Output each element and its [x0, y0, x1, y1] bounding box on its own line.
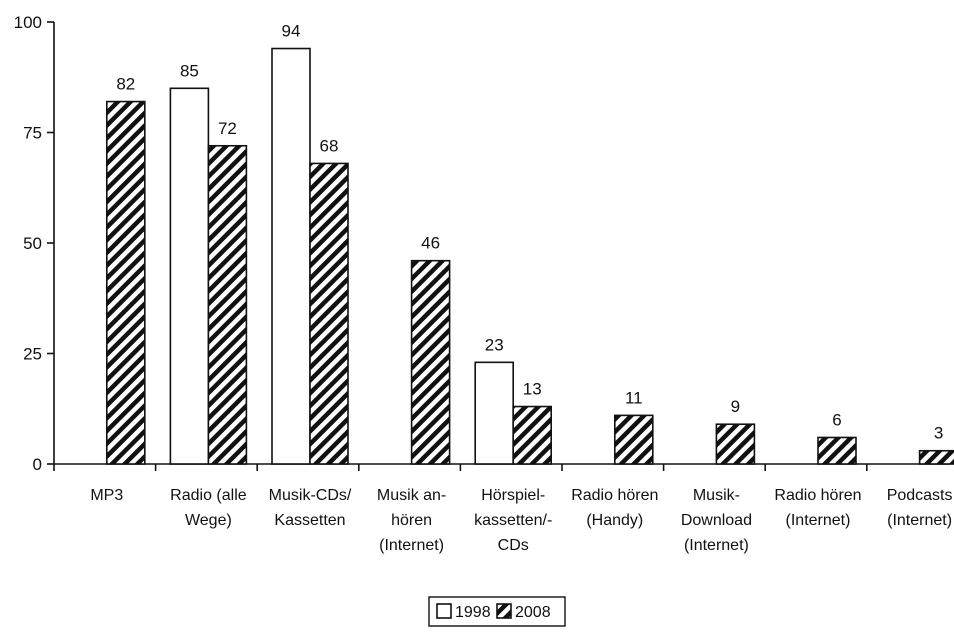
data-label-1998: 23 [485, 335, 504, 354]
data-label-2008: 9 [731, 397, 740, 416]
legend-swatch-1998 [436, 603, 452, 619]
bar-2008 [512, 405, 553, 465]
y-tick-label: 50 [23, 234, 42, 253]
x-category-label: Musik-Download (Internet) [681, 487, 752, 554]
data-label-1998: 85 [180, 61, 199, 80]
bar-1998 [474, 361, 515, 465]
x-category-label: Podcasts (Internet) [887, 487, 953, 529]
bar-1998 [169, 87, 210, 465]
category-labels: MP3 Radio (alle Wege) Musik-CDs/Kassetten Mu… [90, 487, 952, 554]
legend-label-2008: 2008 [515, 604, 551, 621]
y-axis: 0 25 50 75 100 [14, 13, 55, 474]
legend-label-1998: 1998 [455, 604, 491, 621]
legend-swatch-2008 [496, 603, 512, 619]
data-labels: 82 85 72 94 68 46 23 13 11 9 6 3 [116, 22, 943, 443]
bar-1998 [271, 47, 311, 465]
bar-2008 [715, 423, 756, 465]
bar-2008 [817, 436, 857, 465]
data-label-2008: 11 [625, 388, 643, 407]
y-tick-label: 0 [33, 455, 42, 474]
data-label-2008: 68 [320, 136, 339, 155]
x-category-label: Radio hören (Internet) [774, 487, 861, 529]
x-category-label: Musik an-hören (Internet) [377, 487, 446, 554]
bar-2008 [613, 414, 654, 465]
bar-2008 [309, 162, 349, 465]
data-label-2008: 72 [218, 119, 237, 138]
legend: 1998 2008 [428, 596, 566, 627]
x-category-label: Radio hören (Handy) [571, 487, 658, 529]
x-category-label: Musik-CDs/Kassetten [269, 487, 352, 529]
data-label-2008: 13 [523, 380, 542, 399]
bar-2008 [918, 449, 954, 465]
x-category-label: Radio (alle Wege) [170, 487, 247, 529]
data-label-2008: 82 [116, 75, 135, 94]
data-label-2008: 46 [421, 234, 440, 253]
bars [106, 47, 954, 465]
data-label-1998: 94 [282, 22, 301, 41]
y-tick-label: 100 [14, 13, 42, 32]
x-category-label: Hörspiel-kassetten/-CDs [474, 487, 552, 554]
x-axis [53, 463, 950, 471]
y-tick-label: 25 [23, 345, 42, 364]
bar-2008 [207, 144, 248, 465]
data-label-2008: 3 [934, 424, 943, 443]
bar-2008 [106, 100, 146, 465]
data-label-2008: 6 [832, 410, 841, 429]
bar-2008 [410, 259, 451, 465]
y-tick-label: 75 [23, 124, 42, 143]
x-category-label: MP3 [90, 487, 123, 504]
